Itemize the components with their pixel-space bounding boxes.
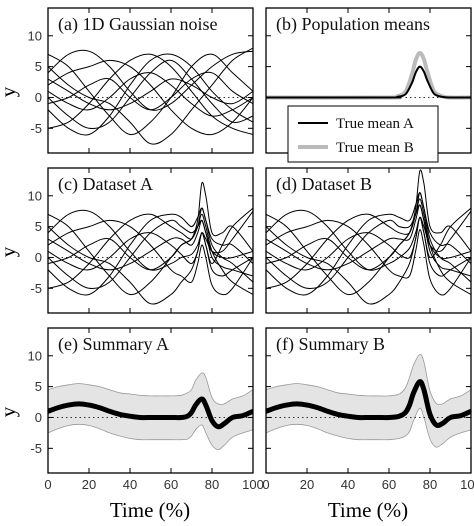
series-line-5: [48, 59, 253, 136]
series-line-6: [266, 198, 471, 295]
x-tick-label: 20: [82, 477, 96, 492]
x-axis-label-left: Time (%): [110, 498, 190, 522]
y-tick-label: 0: [35, 410, 42, 425]
series-line-3: [48, 59, 253, 130]
series-line-6: [48, 213, 253, 295]
x-axis-label-right: Time (%): [328, 498, 408, 522]
panel-title-f: (f) Summary B: [276, 334, 385, 355]
series-line-8: [48, 207, 253, 271]
y-axis-label-row-2: y: [0, 246, 20, 257]
y-tick-label: 0: [35, 250, 42, 265]
series-line-5: [48, 219, 253, 296]
plot-area-f: [266, 354, 471, 448]
y-axis-label-row-3: y: [0, 406, 20, 417]
series-line-4: [48, 207, 253, 296]
x-tick-label: 0: [262, 477, 269, 492]
y-tick-label: 5: [35, 59, 42, 74]
axes-frame: [265, 167, 472, 314]
legend-box: [287, 105, 439, 163]
x-tick-label: 100: [242, 477, 264, 492]
x-tick-label: 20: [300, 477, 314, 492]
y-tick-label: 10: [28, 28, 42, 43]
plot-area-b: [266, 51, 471, 100]
series-line-true-mean-b: [266, 51, 471, 100]
series-line-5: [266, 219, 471, 296]
series-line-4: [48, 53, 253, 136]
series-line-3: [48, 219, 253, 290]
confidence-band: [48, 372, 253, 451]
y-tick-label: 5: [35, 379, 42, 394]
confidence-band: [266, 354, 471, 448]
legend-label: True mean B: [336, 140, 414, 156]
y-tick-label: 0: [35, 90, 42, 105]
series-line-1: [48, 181, 253, 296]
x-tick-label: 100: [460, 477, 474, 492]
panel-title-d: (d) Dataset B: [276, 174, 372, 195]
series-line-7: [266, 207, 471, 305]
series-line-9: [48, 232, 253, 277]
panel-title-b: (b) Population means: [276, 14, 430, 35]
axes-frame: [47, 167, 254, 314]
panel-title-c: (c) Dataset A: [58, 174, 153, 195]
series-line-9: [266, 216, 471, 277]
plot-area-d: [266, 169, 471, 305]
y-tick-label: 10: [28, 188, 42, 203]
y-axis-label-row-1: y: [0, 86, 20, 97]
panel-d: (d) Dataset B: [265, 167, 472, 314]
panel-title-a: (a) 1D Gaussian noise: [58, 14, 217, 35]
series-line-9: [48, 72, 253, 117]
series-line-4: [266, 192, 471, 296]
panel-f: 0 20 40 60 80 100 (f) Summary B: [262, 327, 474, 492]
series-line-10: [48, 219, 253, 271]
y-tick-label: -5: [30, 441, 42, 456]
mean-line: [266, 379, 471, 429]
series-line-1: [48, 53, 253, 136]
x-tick-label: 60: [164, 477, 178, 492]
series-line-8: [48, 71, 253, 111]
plot-area-c: [48, 181, 253, 305]
x-tick-label: 40: [341, 477, 355, 492]
x-tick-label: 40: [123, 477, 137, 492]
x-tick-label: 0: [44, 477, 51, 492]
series-line-2: [266, 209, 471, 271]
panel-c: -5 0 5 10 (c) Dataset A: [28, 167, 254, 314]
x-tick-label: 80: [423, 477, 437, 492]
y-tick-label: 10: [28, 348, 42, 363]
series-line-2: [48, 209, 253, 271]
mean-line: [48, 396, 253, 430]
series-line-10: [266, 204, 471, 271]
legend: True mean A True mean B: [287, 105, 439, 163]
series-line-8: [266, 192, 471, 271]
axes-frame: [265, 327, 472, 474]
y-tick-label: 5: [35, 219, 42, 234]
x-tick-label: 60: [382, 477, 396, 492]
series-line-7: [48, 47, 253, 145]
y-tick-label: -5: [30, 281, 42, 296]
plot-area-e: [48, 372, 253, 451]
panel-title-e: (e) Summary A: [58, 334, 169, 355]
series-line-10: [48, 78, 253, 111]
axes-frame: [47, 7, 254, 154]
x-tick-label: 80: [205, 477, 219, 492]
series-line-true-mean-a: [266, 65, 471, 99]
legend-label: True mean A: [336, 116, 414, 132]
axes-frame: [47, 327, 254, 474]
y-tick-label: -5: [30, 121, 42, 136]
series-line-7: [48, 207, 253, 305]
panel-a: -5 0 5 10 (a) 1D Gaussian noise: [28, 7, 254, 154]
plot-area-a: [48, 47, 253, 145]
